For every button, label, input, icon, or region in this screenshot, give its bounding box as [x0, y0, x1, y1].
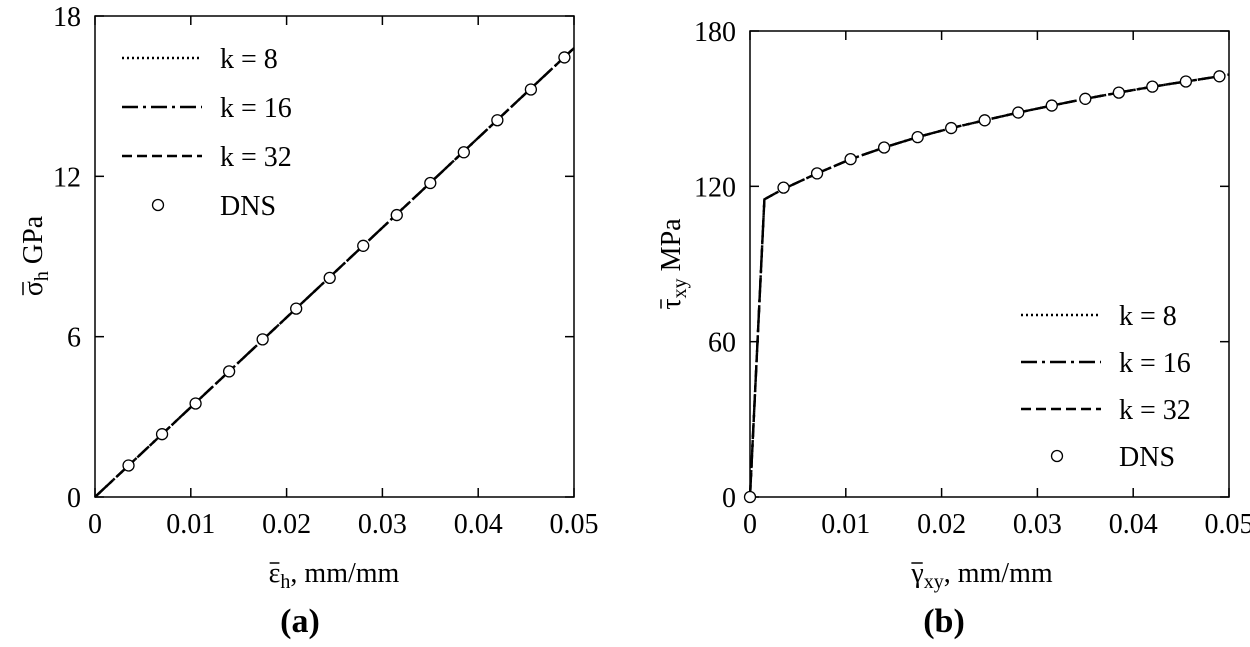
legend-marker-dns: [1050, 449, 1064, 463]
x-tick-label: 0.01: [166, 509, 215, 540]
dns-marker: [357, 239, 370, 252]
x-axis-label: εh, mm/mm: [269, 558, 400, 593]
dns-marker: [222, 365, 236, 378]
dns-marker: [457, 146, 470, 159]
x-tick-label: 0.04: [454, 509, 503, 540]
x-axis-symbol: γ: [910, 558, 923, 589]
x-tick-label: 0.02: [917, 509, 966, 540]
dns-marker: [1045, 99, 1058, 112]
y-tick-label: 6: [67, 323, 81, 354]
dns-marker: [743, 490, 757, 504]
legend-label: DNS: [220, 191, 276, 222]
legend-label: k = 32: [220, 142, 292, 173]
legend-label: k = 16: [220, 93, 292, 124]
chart-panel-1: 0 0.01 0.02 0.03 0.04 0.05 0 60 120 180 k = 8 k = 1…: [656, 17, 1250, 640]
y-tick-label: 0: [722, 483, 736, 514]
dns-marker: [1112, 86, 1125, 99]
y-axis-unit: GPa: [18, 215, 49, 271]
x-tick-label: 0.04: [1109, 509, 1158, 540]
x-tick-label: 0.03: [1013, 509, 1062, 540]
dns-marker: [323, 271, 336, 285]
dns-marker: [844, 152, 857, 166]
panel-label: (a): [280, 603, 320, 640]
dns-marker: [777, 181, 790, 194]
plot-frame: [749, 30, 1230, 498]
dns-marker: [189, 397, 202, 410]
x-axis-subscript: xy: [924, 571, 944, 593]
y-tick-label: 12: [53, 162, 81, 193]
y-axis-subscript: xy: [669, 278, 691, 298]
legend-label: k = 16: [1119, 348, 1191, 379]
plot-frame: [94, 15, 575, 498]
y-axis-symbol: τ: [656, 298, 687, 309]
x-tick-label: 0: [743, 509, 757, 540]
x-tick-label: 0.03: [358, 509, 407, 540]
dns-marker: [256, 333, 269, 346]
x-axis-label: γxy, mm/mm: [910, 558, 1052, 593]
dns-marker: [155, 428, 169, 441]
y-tick-label: 18: [53, 2, 81, 33]
panel-label: (b): [923, 603, 965, 640]
x-tick-label: 0.01: [821, 509, 870, 540]
dns-marker: [911, 130, 924, 144]
y-axis-symbol: σ: [18, 281, 49, 296]
dns-marker: [424, 176, 437, 190]
dns-marker: [1079, 92, 1092, 105]
x-axis-symbol: ε: [269, 558, 281, 589]
x-axis-subscript: h: [280, 571, 290, 593]
dns-marker: [810, 167, 824, 180]
dns-marker: [290, 302, 303, 315]
legend: k = 8 k = 16 k = 32 DNS: [1021, 301, 1191, 473]
y-tick-label: 120: [694, 172, 736, 203]
x-tick-label: 0.02: [262, 509, 311, 540]
dns-marker: [877, 141, 891, 154]
legend: k = 8 k = 16 k = 32 DNS: [122, 44, 292, 222]
y-axis-subscript: h: [31, 271, 53, 281]
dns-marker: [1179, 75, 1193, 88]
dns-marker: [1012, 106, 1025, 119]
dns-marker: [978, 114, 991, 127]
dns-marker: [1213, 70, 1226, 83]
y-tick-label: 60: [708, 328, 736, 359]
legend-label: k = 8: [220, 44, 278, 75]
dns-marker: [491, 114, 504, 127]
y-axis-unit: MPa: [656, 218, 687, 278]
y-axis-label: σh GPa: [18, 215, 53, 296]
y-tick-label: 180: [694, 17, 736, 48]
legend-label: DNS: [1119, 442, 1175, 473]
dns-marker: [122, 459, 135, 472]
x-axis-unit: , mm/mm: [290, 558, 399, 589]
series-line-dashdot: [748, 73, 1230, 498]
x-tick-label: 0.05: [1205, 509, 1250, 540]
x-axis-unit: , mm/mm: [944, 558, 1053, 589]
x-tick-label: 0.05: [550, 509, 599, 540]
legend-label: k = 32: [1119, 395, 1191, 426]
y-axis-label: τxy MPa: [656, 218, 691, 310]
dns-marker: [945, 121, 958, 135]
series-line-dotted: [748, 73, 1230, 498]
x-tick-label: 0: [88, 509, 102, 540]
series-line-dashed: [748, 73, 1230, 498]
dns-marker: [390, 208, 403, 222]
dns-marker: [1146, 80, 1159, 93]
dns-marker: [524, 83, 538, 96]
dns-marker: [558, 51, 571, 64]
legend-label: k = 8: [1119, 301, 1177, 332]
legend-marker-dns: [151, 198, 165, 212]
y-tick-label: 0: [67, 483, 81, 514]
